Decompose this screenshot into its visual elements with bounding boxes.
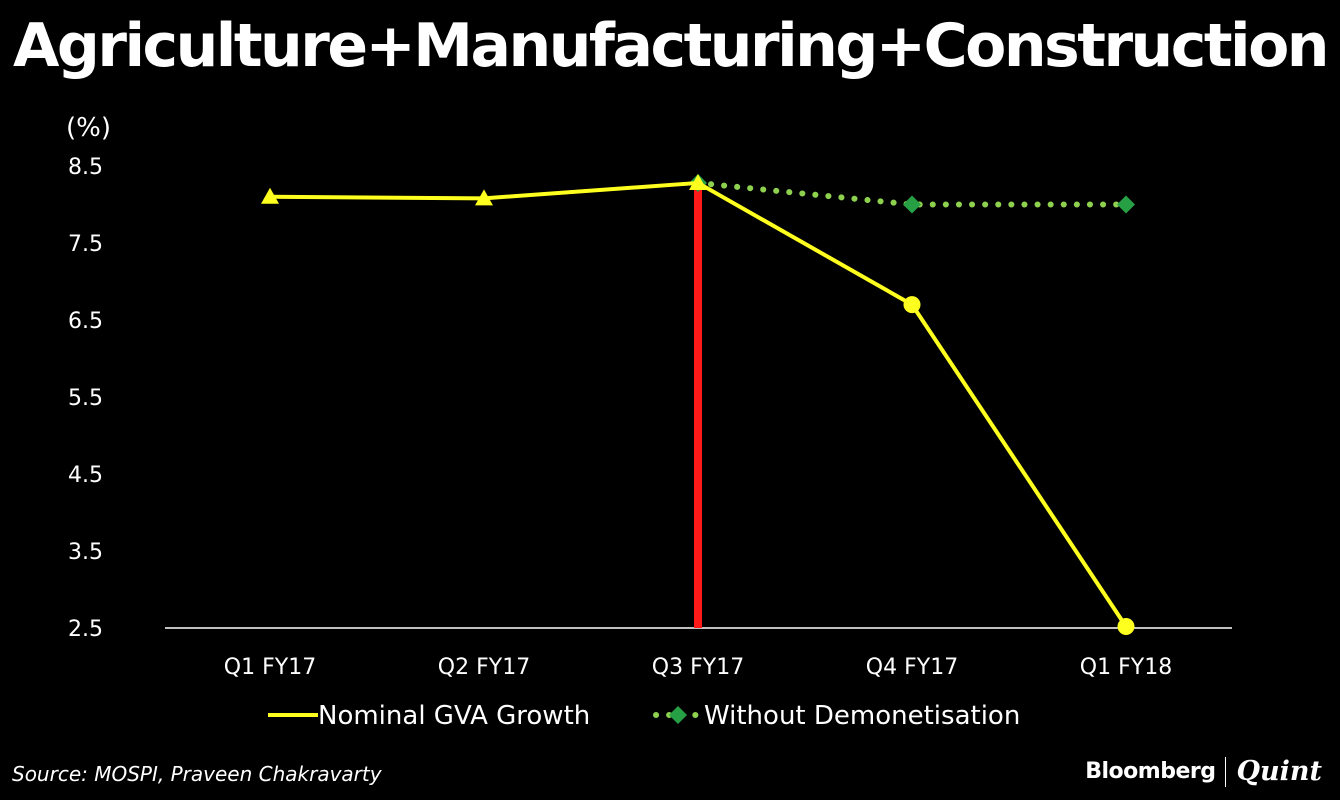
triangle-marker <box>475 189 493 206</box>
y-tick-label: 3.5 <box>68 540 103 565</box>
diamond-marker <box>669 706 687 724</box>
y-tick-labels: 8.5 7.5 6.5 5.5 4.5 3.5 2.5 <box>68 155 103 642</box>
y-tick-label: 6.5 <box>68 309 103 334</box>
x-tick-label: Q1 FY17 <box>224 655 316 680</box>
y-tick-label: 7.5 <box>68 232 103 257</box>
x-tick-label: Q3 FY17 <box>652 655 744 680</box>
triangle-marker <box>261 187 279 204</box>
legend: Nominal GVA Growth Without Demonetisation <box>268 701 1020 731</box>
x-tick-label: Q1 FY18 <box>1080 655 1172 680</box>
brand-name: Bloomberg <box>1085 759 1216 784</box>
y-axis-unit-label: (%) <box>66 113 111 143</box>
brand-separator <box>1225 756 1227 787</box>
diamond-marker <box>903 195 921 214</box>
brand-logo: Bloomberg Quint <box>1085 756 1322 787</box>
y-tick-label: 2.5 <box>68 617 103 642</box>
y-tick-label: 4.5 <box>68 463 103 488</box>
x-tick-label: Q4 FY17 <box>866 655 958 680</box>
chart-title: Agriculture+Manufacturing+Construction <box>12 11 1330 81</box>
x-tick-label: Q2 FY17 <box>438 655 530 680</box>
legend-label: Without Demonetisation <box>704 701 1020 731</box>
brand-partner: Quint <box>1236 756 1322 787</box>
series-without-demonetisation <box>689 173 1135 214</box>
y-tick-label: 8.5 <box>68 155 103 180</box>
circle-marker <box>1117 617 1135 635</box>
circle-marker <box>903 296 921 314</box>
y-tick-label: 5.5 <box>68 386 103 411</box>
source-note: Source: MOSPI, Praveen Chakravarty <box>12 762 382 786</box>
legend-label: Nominal GVA Growth <box>318 701 590 731</box>
x-tick-labels: Q1 FY17 Q2 FY17 Q3 FY17 Q4 FY17 Q1 FY18 <box>224 655 1172 680</box>
triangle-marker <box>689 173 707 190</box>
diamond-marker <box>1117 195 1135 214</box>
series-nominal-gva-growth <box>261 173 1135 635</box>
